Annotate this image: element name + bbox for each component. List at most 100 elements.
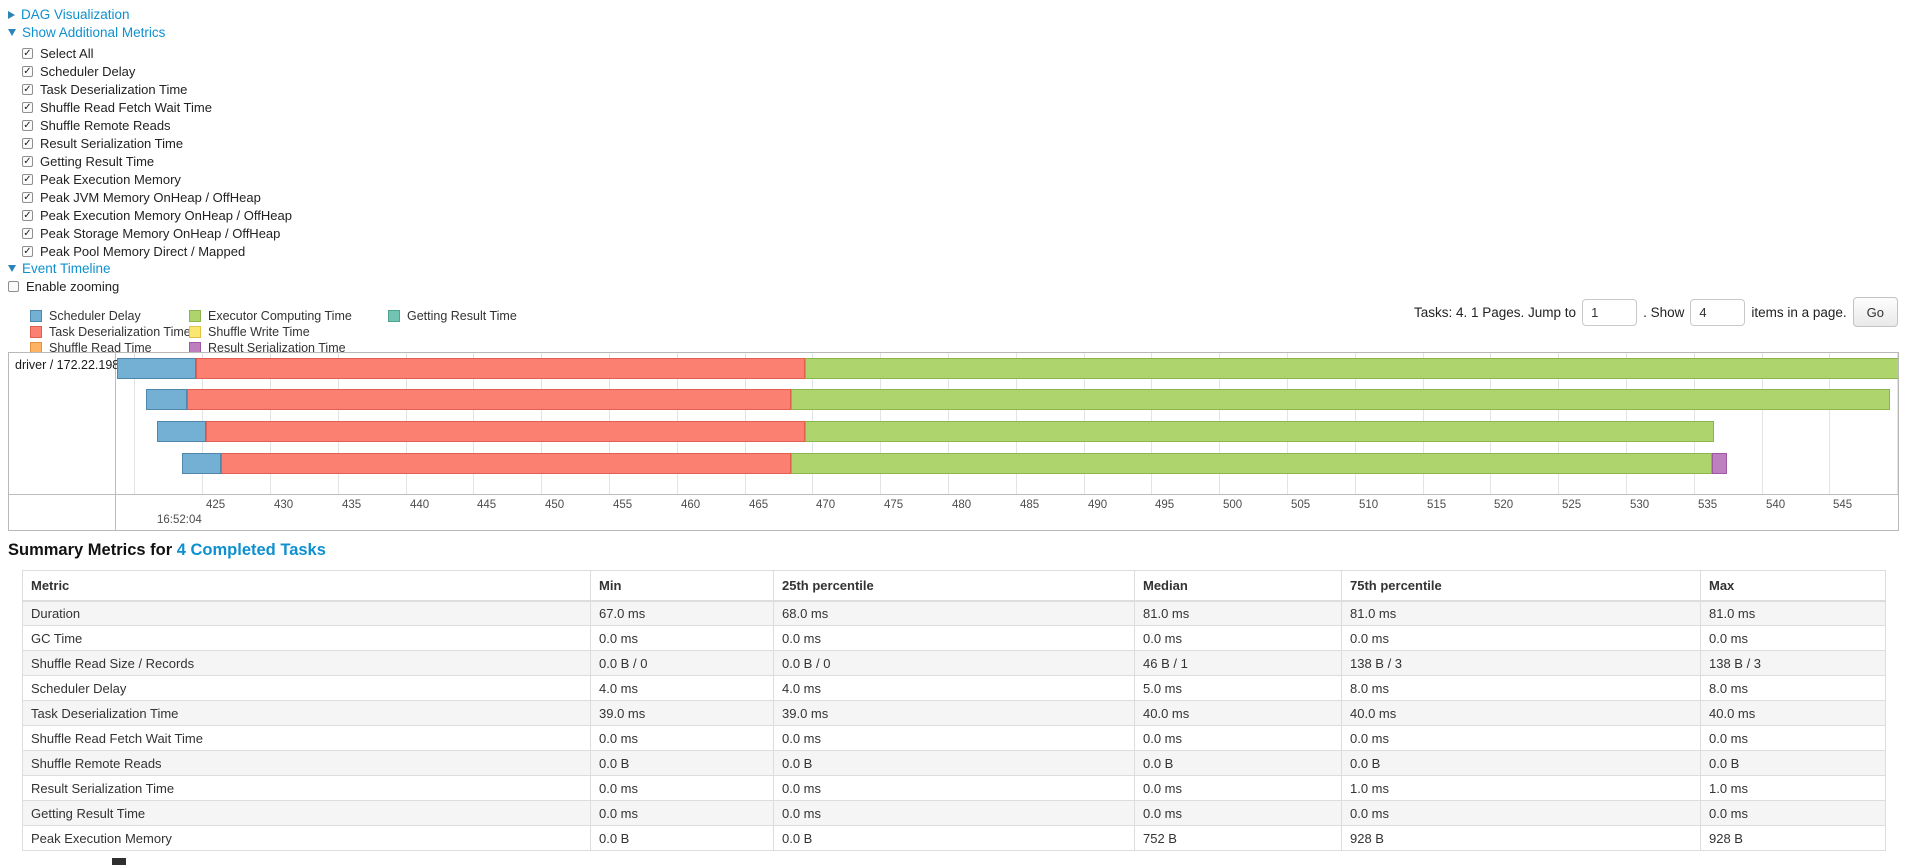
timeline-tick-label: 505 (1291, 499, 1311, 511)
metric-value-cell: 0.0 ms (1134, 775, 1342, 801)
summary-table-row: GC Time 0.0 ms 0.0 ms 0.0 ms 0.0 ms 0.0 ms (22, 625, 1886, 651)
legend-label: Task Deserialization Time (49, 325, 191, 339)
metric-checkbox[interactable]: ✓ (22, 191, 33, 203)
metric-checkbox-row[interactable]: ✓ Peak JVM Memory OnHeap / OffHeap (22, 190, 261, 205)
task-bar-segment-task-deserialization[interactable] (221, 453, 791, 474)
task-bar-segment-result-serialization[interactable] (1712, 453, 1727, 474)
legend-item: Result Serialization Time (189, 341, 346, 355)
metric-value-cell: 0.0 ms (590, 800, 774, 826)
metric-checkbox-row[interactable]: ✓ Peak Storage Memory OnHeap / OffHeap (22, 226, 280, 241)
dag-visualization-toggle[interactable]: DAG Visualization (8, 7, 130, 22)
metric-value-cell: 138 B / 3 (1341, 650, 1701, 676)
metric-value-cell: 40.0 ms (1700, 700, 1886, 726)
metric-checkbox-row[interactable]: ✓ Task Deserialization Time (22, 82, 187, 97)
task_deserialization-legend-swatch (30, 326, 42, 338)
metric-checkbox[interactable]: ✓ (22, 137, 33, 149)
summary-column-header: Min (590, 570, 774, 602)
legend-label: Getting Result Time (407, 309, 517, 323)
summary-column-header: Metric (22, 570, 591, 602)
summary-heading-text: Summary Metrics for (8, 541, 177, 559)
task-bar-segment-scheduler-delay[interactable] (182, 453, 221, 474)
summary-table-row: Result Serialization Time 0.0 ms 0.0 ms 0.0… (22, 775, 1886, 801)
metric-checkbox-row[interactable]: ✓ Shuffle Remote Reads (22, 118, 171, 133)
timeline-tick-label: 535 (1698, 499, 1718, 511)
enable-zooming-row[interactable]: Enable zooming (8, 279, 119, 294)
go-button[interactable]: Go (1852, 297, 1898, 327)
metric-value-cell: 928 B (1700, 825, 1886, 851)
metric-value-cell: 0.0 B / 0 (773, 650, 1135, 676)
metric-checkbox-label: Result Serialization Time (40, 136, 184, 151)
metric-checkbox[interactable]: ✓ (22, 245, 33, 257)
completed-tasks-link[interactable]: 4 Completed Tasks (176, 541, 326, 559)
metric-value-cell: 81.0 ms (1341, 600, 1701, 626)
metric-checkbox[interactable]: ✓ (22, 227, 33, 239)
timeline-tick-label: 450 (545, 499, 565, 511)
metric-checkbox-row[interactable]: ✓ Scheduler Delay (22, 64, 135, 79)
event-timeline-chart: driver / 172.22.198.104 425 430 435 440 445 4… (8, 352, 1899, 531)
metric-value-cell: 40.0 ms (1341, 700, 1701, 726)
task-pagination: Tasks: 4. 1 Pages. Jump to . Show items … (1414, 297, 1898, 327)
task-bar-segment-scheduler-delay[interactable] (146, 389, 187, 410)
task-bar-segment-executor-computing[interactable] (791, 453, 1712, 474)
show-additional-metrics-label: Show Additional Metrics (22, 25, 166, 40)
summary-table-row: Getting Result Time 0.0 ms 0.0 ms 0.0 ms 0.0… (22, 800, 1886, 826)
task-bar-segment-executor-computing[interactable] (791, 389, 1890, 410)
metric-checkbox[interactable]: ✓ (22, 101, 33, 113)
timeline-plot-area[interactable] (117, 353, 1898, 494)
metric-checkbox-label: Shuffle Remote Reads (40, 118, 171, 133)
summary-column-header: Median (1134, 570, 1342, 602)
metric-value-cell: 752 B (1134, 825, 1342, 851)
metric-checkbox-label: Getting Result Time (40, 154, 155, 169)
task-bar-segment-task-deserialization[interactable] (187, 389, 791, 410)
metric-checkbox[interactable]: ✓ (22, 47, 33, 59)
task-bar-segment-executor-computing[interactable] (805, 358, 1898, 379)
metric-checkbox[interactable]: ✓ (22, 83, 33, 95)
enable-zooming-checkbox[interactable] (8, 281, 19, 292)
metric-checkbox-row[interactable]: ✓ Result Serialization Time (22, 136, 183, 151)
metric-checkbox[interactable]: ✓ (22, 119, 33, 131)
metric-value-cell: 0.0 ms (1341, 725, 1701, 751)
metric-name-cell: Getting Result Time (22, 800, 591, 826)
metric-checkbox-row[interactable]: ✓ Peak Execution Memory OnHeap / OffHeap (22, 208, 292, 223)
metric-checkbox[interactable]: ✓ (22, 155, 33, 167)
timeline-tick-label: 430 (274, 499, 294, 511)
metric-checkbox-row[interactable]: ✓ Select All (22, 46, 93, 61)
task-bar-segment-executor-computing[interactable] (805, 421, 1714, 442)
metric-value-cell: 81.0 ms (1700, 600, 1886, 626)
task-bar-segment-task-deserialization[interactable] (206, 421, 805, 442)
metric-value-cell: 1.0 ms (1700, 775, 1886, 801)
metric-value-cell: 40.0 ms (1134, 700, 1342, 726)
metric-value-cell: 4.0 ms (590, 675, 774, 701)
metric-value-cell: 0.0 B (1134, 750, 1342, 776)
legend-item: Task Deserialization Time (30, 325, 191, 339)
jump-to-page-input[interactable] (1582, 298, 1638, 326)
task-bar-segment-scheduler-delay[interactable] (117, 358, 196, 379)
dag-visualization-label: DAG Visualization (21, 7, 130, 22)
legend-item: Scheduler Delay (30, 309, 141, 323)
metric-checkbox-label: Peak Pool Memory Direct / Mapped (40, 244, 246, 259)
timeline-tick-label: 475 (884, 499, 904, 511)
timeline-tick-label: 540 (1766, 499, 1786, 511)
metric-checkbox[interactable]: ✓ (22, 65, 33, 77)
event-timeline-toggle[interactable]: Event Timeline (8, 261, 111, 276)
next-section-clipped-fragment (112, 858, 126, 865)
show-additional-metrics-toggle[interactable]: Show Additional Metrics (8, 25, 165, 40)
metric-checkbox-row[interactable]: ✓ Peak Pool Memory Direct / Mapped (22, 244, 245, 259)
metric-checkbox-row[interactable]: ✓ Shuffle Read Fetch Wait Time (22, 100, 212, 115)
metric-value-cell: 0.0 ms (590, 725, 774, 751)
items-per-page-input[interactable] (1690, 298, 1746, 326)
metric-value-cell: 0.0 B (590, 825, 774, 851)
metric-value-cell: 39.0 ms (590, 700, 774, 726)
metric-checkbox-label: Peak Execution Memory (40, 172, 181, 187)
metric-checkbox-row[interactable]: ✓ Getting Result Time (22, 154, 154, 169)
metric-name-cell: Shuffle Read Fetch Wait Time (22, 725, 591, 751)
task-bar-segment-task-deserialization[interactable] (196, 358, 805, 379)
metric-checkbox-row[interactable]: ✓ Peak Execution Memory (22, 172, 181, 187)
tasks-count-text: Tasks: 4. 1 Pages. Jump to (1413, 304, 1577, 320)
metric-checkbox[interactable]: ✓ (22, 173, 33, 185)
summary-table-row: Shuffle Read Fetch Wait Time 0.0 ms 0.0 ms… (22, 725, 1886, 751)
summary-table-row: Scheduler Delay 4.0 ms 4.0 ms 5.0 ms 8.0 ms 8… (22, 675, 1886, 701)
summary-metrics-heading: Summary Metrics for 4 Completed Tasks (8, 541, 326, 560)
task-bar-segment-scheduler-delay[interactable] (157, 421, 206, 442)
metric-checkbox[interactable]: ✓ (22, 209, 33, 221)
